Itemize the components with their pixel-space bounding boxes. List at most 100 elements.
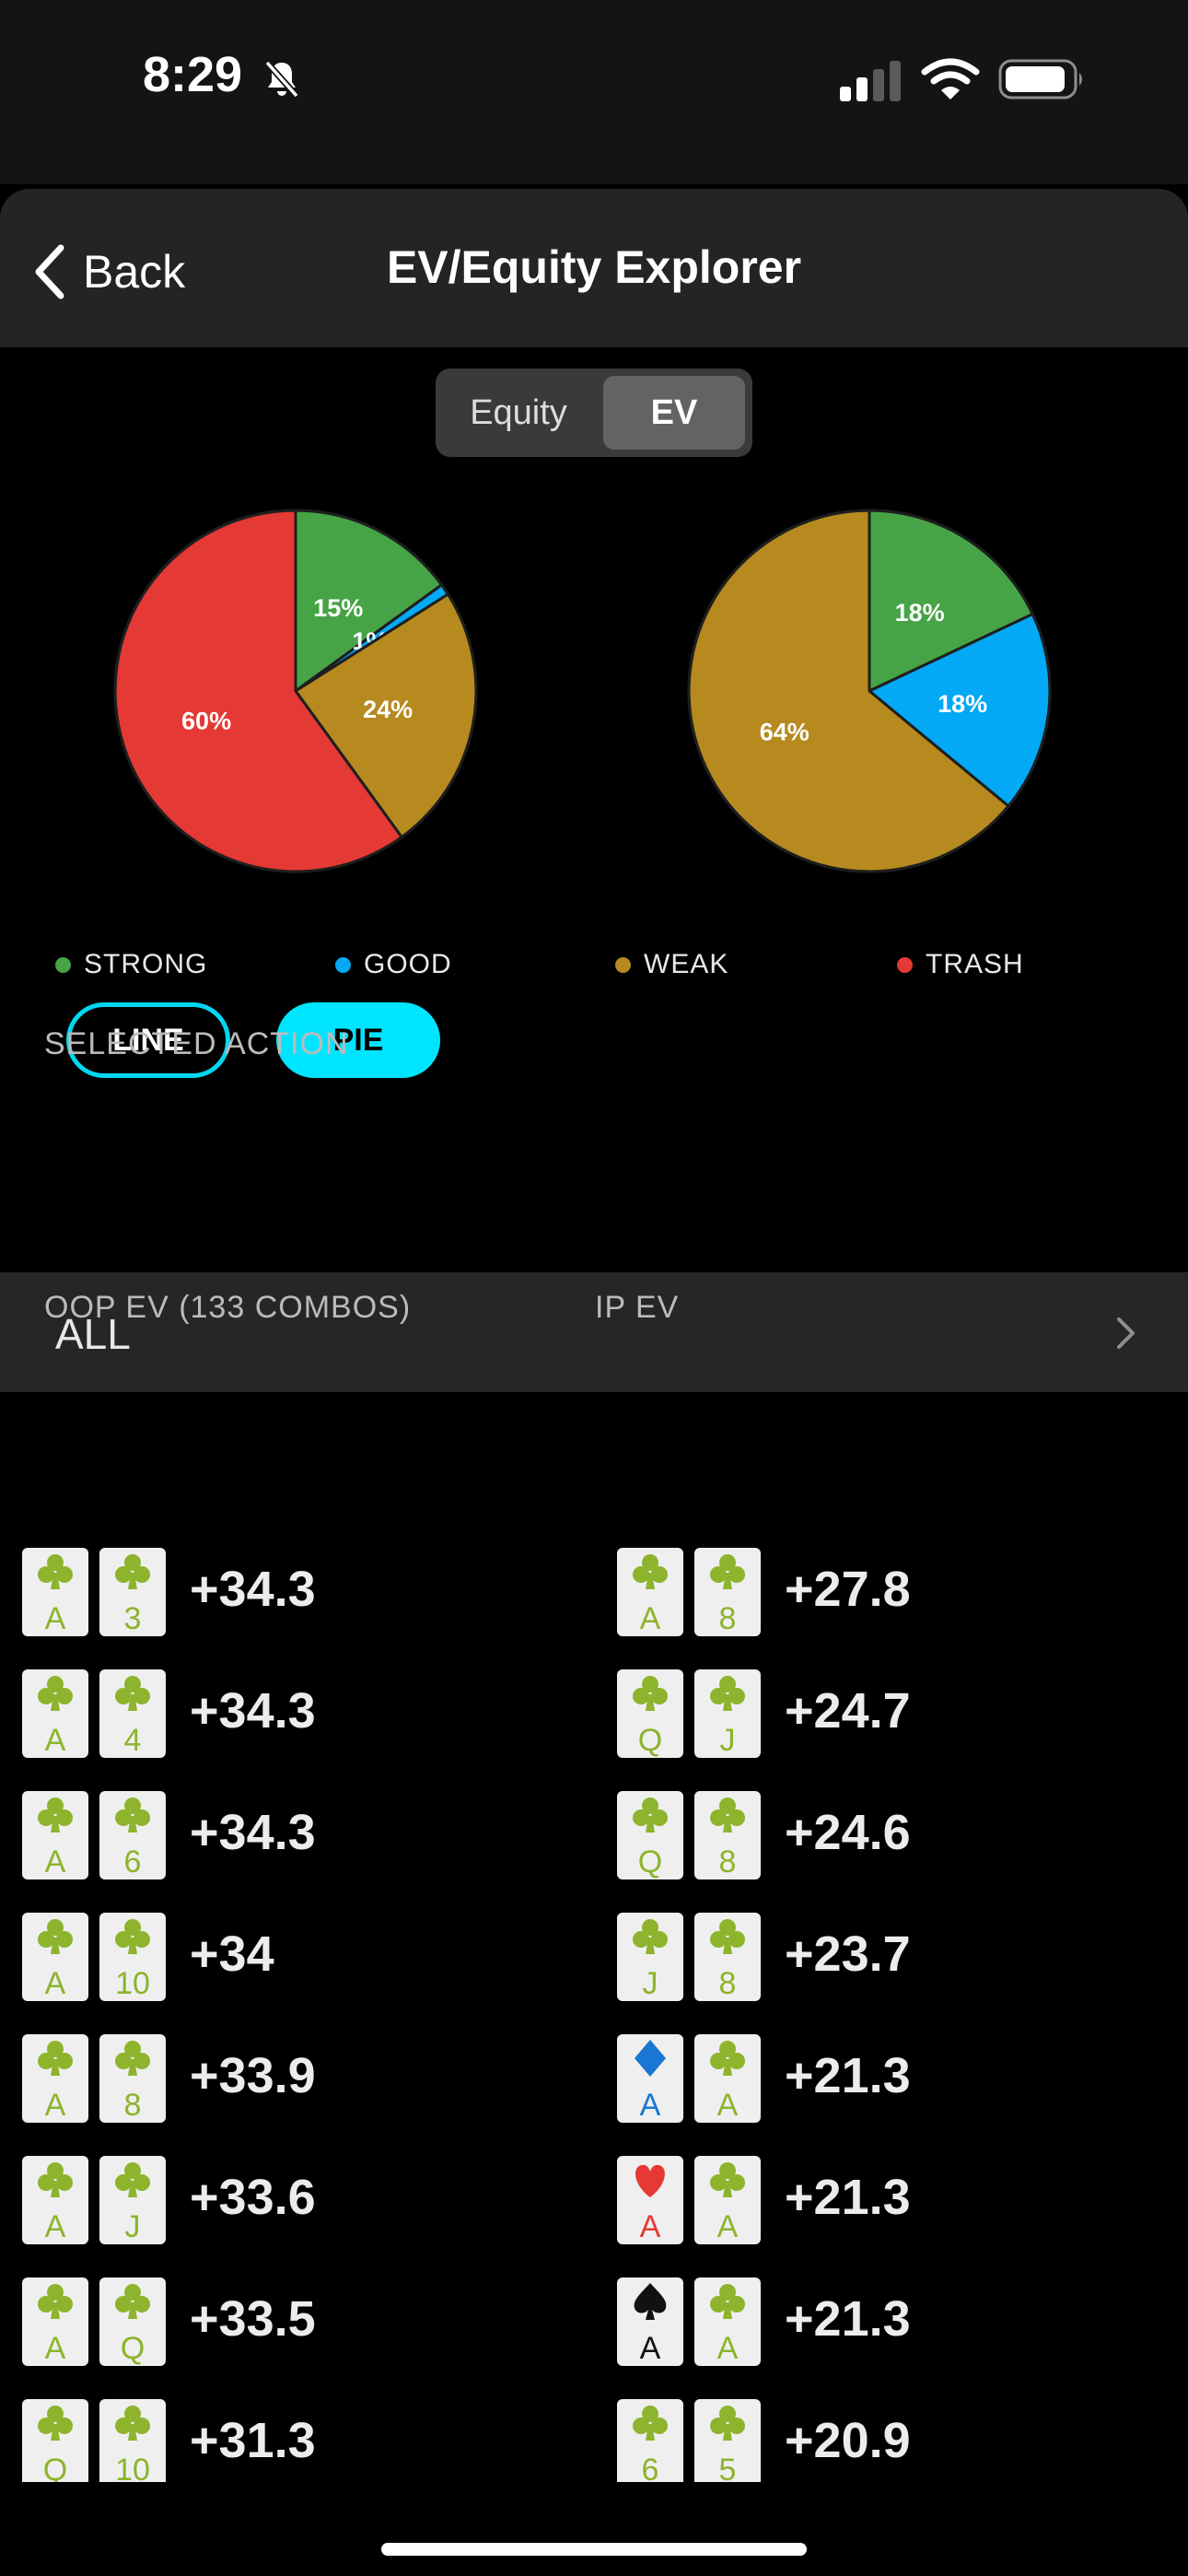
ev-combo-row[interactable]: A 8 +33.9 [22,2034,501,2126]
ev-value: +33.6 [190,2170,316,2225]
ev-combo-row[interactable]: A 10 +34 [22,1913,501,2005]
card-rank: A [639,2209,661,2244]
club-suit-icon [115,2162,150,2197]
pie-view-button[interactable]: PIE [276,1002,440,1078]
club-suit-icon [38,2284,73,2319]
ev-value: +31.3 [190,2413,316,2468]
ev-combo-row[interactable]: A A +21.3 [617,2156,1096,2248]
selected-action-row[interactable]: ALL [0,1272,1188,1392]
card-rank: A [44,2209,66,2244]
legend-good: GOOD [335,942,452,988]
club-suit-icon [633,1797,668,1832]
club-suit-icon [710,2041,745,2076]
card-rank: A [44,1966,66,2001]
battery-icon [998,59,1082,100]
card-rank: 10 [115,2453,150,2488]
ev-combo-row[interactable]: A J +33.6 [22,2156,501,2248]
ev-value: +34 [190,1926,274,1982]
club-suit-icon [115,1554,150,1589]
card-rank: 3 [123,1601,142,1636]
ev-combo-row[interactable]: Q J +24.7 [617,1669,1096,1762]
card-rank: 8 [718,1601,737,1636]
playing-card: A [22,1913,88,2001]
playing-card: J [617,1913,683,2001]
ev-combo-row[interactable]: A 6 +34.3 [22,1791,501,1883]
playing-card: Q [22,2399,88,2488]
playing-card: A [694,2277,761,2366]
ev-combo-row[interactable]: A Q +33.5 [22,2277,501,2370]
card-rank: Q [120,2331,146,2366]
club-suit-icon [633,2406,668,2441]
playing-card: A [694,2034,761,2123]
card-rank: A [44,2088,66,2123]
card-rank: 8 [718,1966,737,2001]
playing-card: 6 [617,2399,683,2488]
ev-value: +20.9 [785,2413,911,2468]
pie-value-label: 64% [760,718,809,745]
legend-strong: STRONG [55,942,207,988]
playing-card: 4 [99,1669,166,1758]
club-suit-icon [38,1919,73,1954]
legend-dot [335,956,351,973]
home-indicator[interactable] [381,2543,807,2556]
equity-segment[interactable]: Equity [470,392,567,432]
pie-value-label: 15% [313,594,363,622]
playing-card: 10 [99,2399,166,2488]
ev-value: +24.7 [785,1683,911,1739]
ev-combo-row[interactable]: 6 5 +20.9 [617,2399,1096,2491]
ev-combo-row[interactable]: A 3 +34.3 [22,1548,501,1640]
legend-trash: TRASH [897,942,1024,988]
chevron-right-icon [1117,1317,1135,1349]
playing-card: Q [617,1791,683,1879]
pie-outline [113,509,478,873]
ev-value: +23.7 [785,1926,911,1982]
ev-value: +21.3 [785,2048,911,2103]
card-rank: A [716,2088,739,2123]
playing-card: A [617,2034,683,2123]
status-time: 8:29 [143,47,243,102]
club-suit-icon [115,2284,150,2319]
equity-ev-toggle: Equity EV [436,369,752,457]
pie-value-label: 24% [363,696,413,723]
pie-value-label: 18% [938,690,987,718]
ev-segment[interactable]: EV [603,376,745,450]
diamond-suit-icon [635,2040,666,2077]
ev-combo-row[interactable]: Q 10 +31.3 [22,2399,501,2491]
ev-combo-row[interactable]: J 8 +23.7 [617,1913,1096,2005]
club-suit-icon [710,2406,745,2441]
ev-combo-row[interactable]: A A +21.3 [617,2034,1096,2126]
ip-ev-header: IP EV [595,1290,680,1325]
ev-combo-row[interactable]: A 8 +27.8 [617,1548,1096,1640]
ev-value: +33.5 [190,2291,316,2347]
club-suit-icon [710,2284,745,2319]
ev-combo-row[interactable]: A A +21.3 [617,2277,1096,2370]
ev-value: +34.3 [190,1562,316,1617]
card-rank: 5 [718,2453,737,2488]
playing-card: A [694,2156,761,2244]
club-suit-icon [710,1919,745,1954]
ev-value: +27.8 [785,1562,911,1617]
card-rank: A [44,1601,66,1636]
club-suit-icon [38,1676,73,1711]
bottom-fade [0,2482,1188,2576]
playing-card: A [617,2156,683,2244]
back-label: Back [83,246,186,298]
playing-card: 6 [99,1791,166,1879]
playing-card: 8 [694,1791,761,1879]
card-rank: 4 [123,1723,142,1758]
playing-card: A [617,1548,683,1636]
club-suit-icon [710,1676,745,1711]
ev-combo-row[interactable]: A 4 +34.3 [22,1669,501,1762]
ev-combo-row[interactable]: Q 8 +24.6 [617,1791,1096,1883]
back-button[interactable]: Back [33,235,185,309]
oop-ev-header: OOP EV (133 COMBOS) [44,1290,412,1325]
card-rank: A [44,2331,66,2366]
card-rank: Q [637,1844,663,1879]
card-rank: J [642,1966,658,2001]
line-view-button[interactable]: LINE [66,1002,230,1078]
pie-outline [687,509,1052,873]
card-rank: A [639,1601,661,1636]
spade-suit-icon [634,2283,667,2320]
card-rank: A [716,2331,739,2366]
playing-card: A [22,2156,88,2244]
